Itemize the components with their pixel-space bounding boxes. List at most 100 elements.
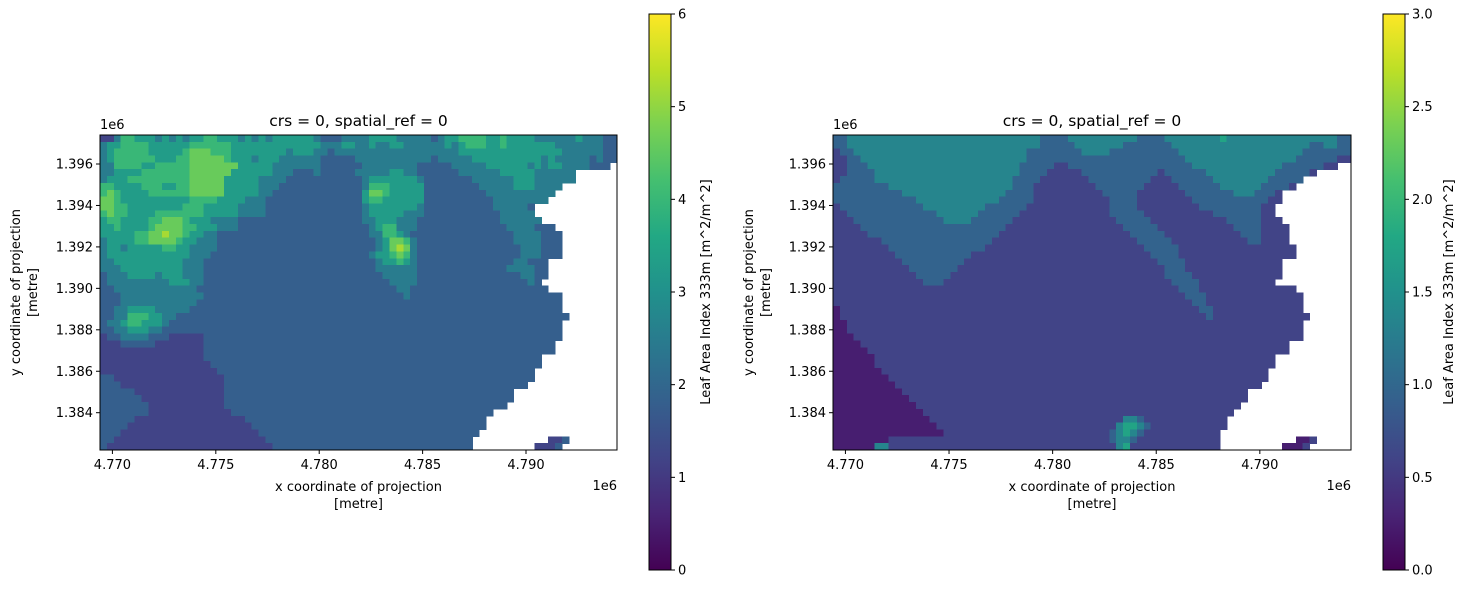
heatmap-cell: [486, 251, 494, 259]
heatmap-cell: [1074, 210, 1083, 218]
heatmap-cell: [881, 182, 889, 191]
heatmap-cell: [984, 306, 993, 314]
heatmap-cell: [492, 258, 501, 266]
heatmap-cell: [210, 203, 218, 211]
heatmap-cell: [527, 141, 535, 150]
heatmap-cell: [833, 285, 841, 294]
heatmap-cell: [313, 189, 322, 198]
heatmap-cell: [1026, 230, 1034, 239]
heatmap-cell: [451, 354, 460, 362]
heatmap-cell: [210, 265, 218, 273]
heatmap-cell: [860, 196, 869, 205]
heatmap-cell: [1150, 237, 1159, 246]
heatmap-cell: [272, 203, 280, 211]
heatmap-cell: [251, 306, 260, 314]
heatmap-cell: [867, 326, 876, 335]
heatmap-cell: [230, 237, 239, 246]
heatmap-cell: [998, 258, 1007, 266]
heatmap-cell: [334, 148, 342, 157]
heatmap-cell: [1233, 162, 1242, 170]
heatmap-cell: [148, 429, 156, 437]
heatmap-cell: [286, 319, 294, 328]
heatmap-cell: [922, 210, 931, 218]
heatmap-cell: [237, 422, 246, 431]
heatmap-cell: [320, 244, 329, 253]
heatmap-cell: [106, 210, 115, 218]
heatmap-cell: [548, 326, 556, 335]
heatmap-cell: [141, 381, 149, 389]
heatmap-cell: [1199, 285, 1207, 294]
heatmap-cell: [327, 203, 335, 211]
heatmap-cell: [293, 429, 301, 437]
heatmap-cell: [224, 203, 232, 211]
heatmap-cell: [936, 265, 945, 273]
heatmap-cell: [492, 292, 501, 300]
heatmap-cell: [492, 244, 501, 253]
heatmap-cell: [867, 251, 876, 259]
heatmap-cell: [964, 169, 972, 177]
heatmap-cell: [943, 237, 952, 246]
heatmap-cell: [833, 230, 841, 239]
heatmap-cell: [217, 258, 225, 266]
heatmap-cell: [251, 313, 260, 321]
heatmap-cell: [155, 271, 163, 280]
heatmap-cell: [479, 347, 487, 355]
heatmap-cell: [162, 319, 170, 328]
heatmap-cell: [1129, 148, 1138, 157]
heatmap-cell: [1219, 313, 1228, 321]
heatmap-cell: [1129, 285, 1138, 294]
heatmap-cell: [272, 388, 280, 396]
heatmap-cell: [403, 313, 411, 321]
heatmap-cell: [1164, 237, 1173, 246]
heatmap-cell: [479, 162, 487, 170]
heatmap-cell: [210, 333, 218, 342]
heatmap-cell: [846, 299, 855, 307]
heatmap-cell: [486, 258, 494, 266]
heatmap-cell: [527, 196, 535, 205]
heatmap-cell: [534, 278, 542, 287]
heatmap-cell: [534, 169, 542, 177]
heatmap-cell: [155, 374, 163, 383]
heatmap-cell: [272, 299, 280, 307]
heatmap-cell: [162, 436, 170, 444]
heatmap-cell: [846, 169, 855, 177]
heatmap-cell: [113, 374, 122, 383]
heatmap-cell: [1226, 162, 1235, 170]
heatmap-cell: [1123, 292, 1131, 300]
heatmap-cell: [272, 422, 280, 431]
heatmap-cell: [396, 196, 404, 205]
heatmap-cell: [1047, 203, 1055, 211]
heatmap-cell: [320, 367, 329, 376]
heatmap-cell: [293, 388, 301, 396]
y-axis-label: y coordinate of projection: [9, 209, 24, 376]
heatmap-cell: [860, 217, 869, 225]
heatmap-cell: [230, 360, 239, 369]
heatmap-cell: [846, 258, 855, 266]
heatmap-cell: [313, 429, 322, 437]
heatmap-cell: [437, 415, 446, 424]
heatmap-cell: [396, 278, 404, 287]
heatmap-cell: [189, 271, 198, 280]
heatmap-cell: [971, 319, 979, 328]
heatmap-cell: [265, 299, 273, 307]
heatmap-cell: [417, 306, 425, 314]
heatmap-cell: [1226, 169, 1235, 177]
heatmap-cell: [182, 388, 191, 396]
heatmap-cell: [389, 443, 398, 451]
heatmap-cell: [1233, 237, 1242, 246]
heatmap-cell: [230, 347, 239, 355]
heatmap-cell: [258, 182, 267, 191]
heatmap-cell: [293, 155, 301, 163]
heatmap-cell: [1109, 319, 1117, 328]
heatmap-cell: [451, 224, 460, 232]
heatmap-cell: [382, 360, 391, 369]
heatmap-cell: [244, 217, 253, 225]
heatmap-cell: [888, 285, 896, 294]
heatmap-cell: [100, 135, 108, 143]
heatmap-cell: [1012, 217, 1021, 225]
heatmap-cell: [334, 443, 342, 451]
heatmap-cell: [382, 182, 391, 191]
heatmap-cell: [375, 367, 384, 376]
heatmap-cell: [458, 244, 466, 253]
heatmap-cell: [1081, 244, 1090, 253]
